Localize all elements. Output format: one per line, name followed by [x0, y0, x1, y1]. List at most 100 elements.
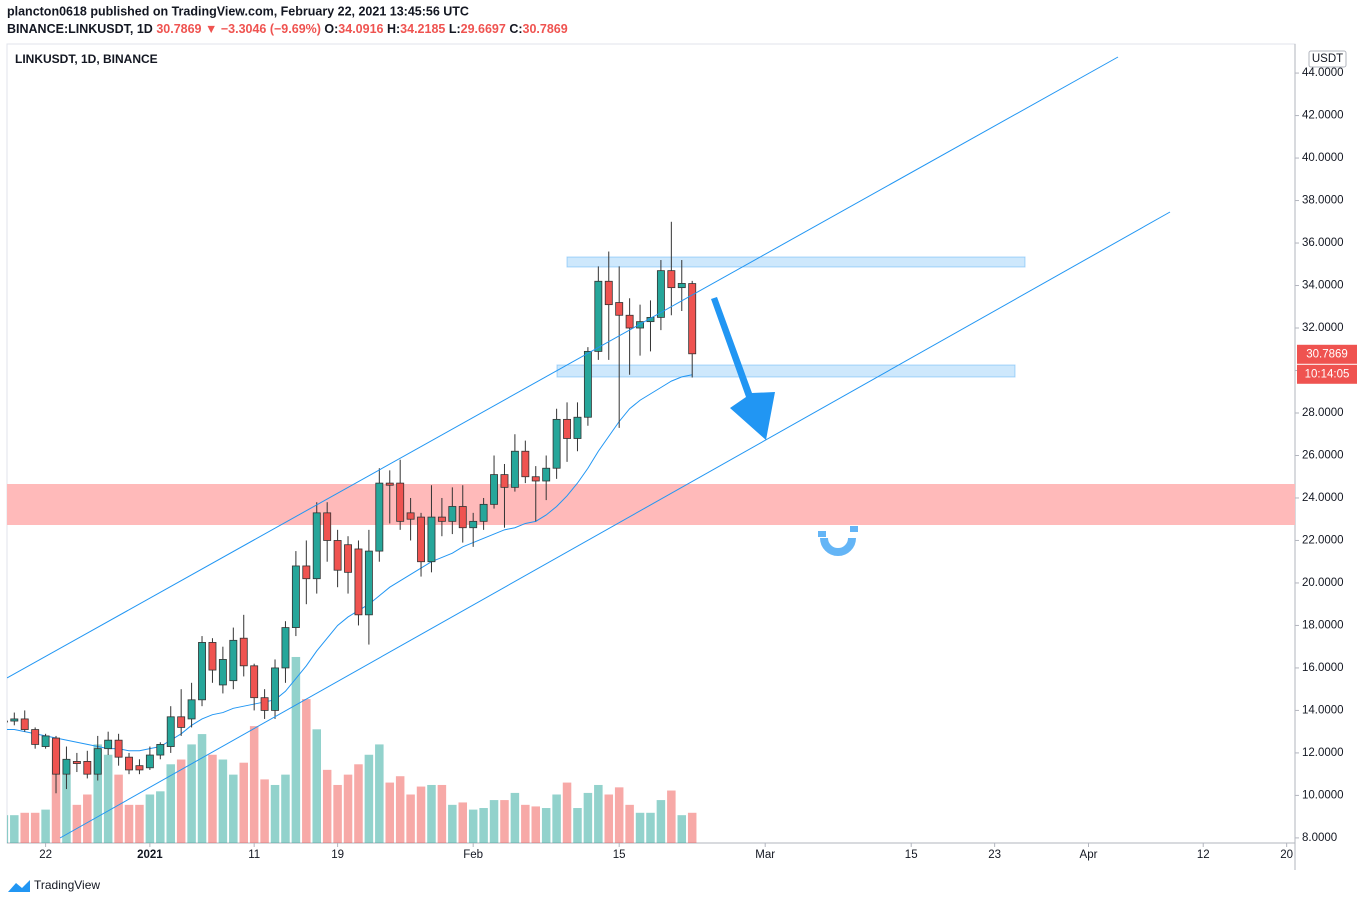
- y-tick-label: 40.0000: [1302, 152, 1344, 164]
- candle-body: [500, 474, 509, 488]
- candle-body: [156, 744, 165, 756]
- y-tick-label: 24.0000: [1302, 492, 1344, 504]
- x-tick-label: 15: [905, 849, 918, 861]
- volume-bar: [270, 784, 280, 843]
- volume-bar: [114, 774, 123, 843]
- y-tick-label: 16.0000: [1302, 662, 1344, 674]
- candle-body: [260, 697, 269, 711]
- y-tick-label: 14.0000: [1302, 704, 1344, 716]
- volume-bar: [385, 782, 395, 843]
- price-label: 30.7869: [1306, 348, 1348, 360]
- candle-body: [344, 544, 352, 573]
- candle-body: [406, 512, 415, 520]
- y-tick-label: 10.0000: [1302, 789, 1344, 801]
- candle-body: [166, 716, 175, 747]
- volume-bar: [229, 774, 238, 843]
- volume-bar: [468, 809, 478, 843]
- y-tick-label: 34.0000: [1302, 280, 1344, 292]
- last-price: 30.7869: [156, 22, 201, 36]
- y-tick-label: 32.0000: [1302, 322, 1344, 334]
- candle-body: [72, 761, 81, 764]
- volume-bar: [322, 769, 332, 843]
- candle-body: [302, 565, 311, 580]
- candle-body: [615, 302, 624, 316]
- volume-bar: [416, 786, 426, 843]
- candle-body: [218, 659, 227, 686]
- x-tick-label: 12: [1197, 849, 1210, 861]
- volume-bar: [604, 794, 614, 843]
- volume-bar: [41, 809, 50, 843]
- volume-bar: [208, 754, 217, 843]
- candle-body: [594, 280, 603, 352]
- candle-body: [198, 642, 206, 701]
- magnet-icon: [850, 526, 858, 532]
- volume-bar: [562, 782, 572, 843]
- resistance-box: [566, 256, 1026, 268]
- volume-bar: [7, 815, 9, 843]
- candle-body: [83, 761, 92, 775]
- volume-bar: [124, 804, 134, 843]
- candle-body: [656, 270, 665, 318]
- x-tick-label: 20: [1280, 849, 1293, 861]
- magnet-icon: [818, 531, 826, 537]
- y-tick-label: 22.0000: [1302, 534, 1344, 546]
- candle-body: [604, 280, 613, 306]
- ohlc-key: L:: [449, 22, 461, 36]
- volume-bar: [687, 812, 697, 843]
- y-tick-label: 44.0000: [1302, 67, 1344, 79]
- unit-label: USDT: [1312, 53, 1343, 65]
- ohlc-value: 29.6697: [461, 22, 506, 36]
- countdown-box: [1297, 364, 1357, 384]
- volume-bar: [500, 800, 509, 843]
- candle-body: [385, 482, 394, 486]
- ohlc-value: 30.7869: [523, 22, 568, 36]
- candle-body: [458, 506, 467, 529]
- volume-bar: [646, 812, 655, 843]
- countdown: 10:14:05: [1305, 368, 1350, 380]
- volume-bar: [291, 656, 301, 843]
- volume-bar: [364, 754, 374, 843]
- x-tick-label: 2021: [137, 849, 163, 861]
- volume-bar: [573, 808, 582, 843]
- volume-bar: [635, 812, 645, 843]
- volume-bar: [145, 794, 155, 843]
- candle-body: [323, 512, 332, 541]
- symbol: BINANCE:LINKUSDT, 1D: [7, 22, 153, 36]
- candle-body: [93, 748, 102, 775]
- volume-bar: [93, 744, 102, 843]
- volume-bar: [656, 800, 666, 843]
- volume-bar: [354, 764, 363, 843]
- x-tick-label: 23: [988, 849, 1001, 861]
- volume-bar: [197, 734, 207, 843]
- volume-bar: [541, 808, 551, 843]
- volume-bar: [218, 759, 228, 843]
- candle-body: [396, 482, 405, 522]
- price-label-box: [1297, 344, 1357, 364]
- change: ▼ −3.3046 (−9.69%): [205, 22, 321, 36]
- y-tick-label: 36.0000: [1302, 237, 1344, 249]
- volume-bar: [10, 815, 19, 843]
- plot-marks: [7, 221, 697, 843]
- candle-body: [469, 520, 478, 529]
- x-tick-label: Apr: [1080, 849, 1098, 861]
- volume-bar: [83, 794, 92, 843]
- volume-bar: [479, 808, 488, 843]
- candle-body: [135, 765, 144, 771]
- candle-body: [271, 667, 279, 711]
- volume-bar: [135, 804, 144, 843]
- volume-bar: [531, 806, 541, 843]
- candle-body: [187, 699, 196, 720]
- y-tick-label: 42.0000: [1302, 110, 1344, 122]
- candle-body: [677, 282, 686, 289]
- volume-bar: [72, 804, 82, 843]
- candle-body: [510, 450, 519, 488]
- chart-title: LINKUSDT, 1D, BINANCE: [15, 52, 158, 66]
- candle-body: [333, 540, 342, 571]
- candle-body: [281, 627, 290, 669]
- candle-body: [312, 512, 321, 580]
- brand: TradingView: [34, 878, 100, 892]
- candle-body: [208, 642, 217, 671]
- volume-bar: [594, 784, 603, 843]
- volume-bar: [552, 794, 561, 843]
